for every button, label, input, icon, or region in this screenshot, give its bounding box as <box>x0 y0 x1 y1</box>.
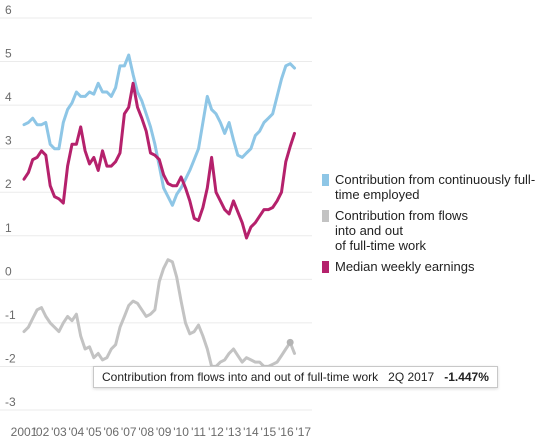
series-line-earnings[interactable] <box>22 81 296 240</box>
legend-swatch-flows <box>322 210 329 222</box>
y-tick-label: 0 <box>5 264 12 278</box>
x-tick-label: '05 <box>86 425 102 439</box>
legend-item-continuous[interactable]: Contribution from continuously full-time… <box>322 172 537 202</box>
y-tick-label: 4 <box>5 90 12 104</box>
x-tick-label: '11 <box>191 425 206 439</box>
y-tick-label: -2 <box>5 351 16 365</box>
y-tick-label: 5 <box>5 47 12 61</box>
x-tick-label: '10 <box>173 425 189 439</box>
y-tick-label: 1 <box>5 221 12 235</box>
x-tick-label: '02 <box>34 425 50 439</box>
x-tick-label: '04 <box>69 425 85 439</box>
legend-label-flows: Contribution from flows into and out of … <box>335 208 468 253</box>
y-tick-label: 6 <box>5 3 12 17</box>
x-axis-ticks: 2001'02'03'04'05'06'07'08'09'10'11'12'13… <box>11 425 312 439</box>
legend-swatch-earnings <box>322 261 329 273</box>
tooltip-series-name: Contribution from flows into and out of … <box>102 370 379 384</box>
x-tick-label: '12 <box>208 425 224 439</box>
tooltip-marker <box>286 338 294 346</box>
x-tick-label: '07 <box>121 425 137 439</box>
gridlines <box>0 17 312 411</box>
x-tick-label: 2001 <box>11 425 38 439</box>
y-tick-label: 3 <box>5 134 12 148</box>
series-line-flows[interactable] <box>22 258 296 368</box>
x-tick-label: '08 <box>138 425 154 439</box>
x-tick-label: '15 <box>261 425 277 439</box>
y-tick-label: 2 <box>5 177 12 191</box>
tooltip-period: 2Q 2017 <box>388 370 435 384</box>
legend: Contribution from continuously full-time… <box>322 172 537 280</box>
legend-label-continuous: Contribution from continuously full-time… <box>335 172 536 202</box>
tooltip-point <box>286 338 294 346</box>
legend-item-earnings[interactable]: Median weekly earnings <box>322 259 537 274</box>
legend-label-earnings: Median weekly earnings <box>335 259 475 274</box>
x-tick-label: '03 <box>51 425 67 439</box>
x-tick-label: '14 <box>243 425 259 439</box>
x-tick-label: '13 <box>226 425 242 439</box>
y-tick-label: -1 <box>5 308 16 322</box>
x-tick-label: '09 <box>156 425 172 439</box>
series-lines <box>22 53 296 368</box>
tooltip: Contribution from flows into and out of … <box>93 366 498 388</box>
y-axis-ticks: 6 5 4 3 2 1 0 -1 -2 -3 <box>5 3 16 409</box>
x-tick-label: '17 <box>295 425 311 439</box>
x-tick-label: '06 <box>103 425 119 439</box>
x-tick-label: '16 <box>278 425 294 439</box>
series-line-continuous[interactable] <box>22 53 296 207</box>
legend-item-flows[interactable]: Contribution from flows into and out of … <box>322 208 537 253</box>
y-tick-label: -3 <box>5 395 16 409</box>
legend-swatch-continuous <box>322 174 329 186</box>
tooltip-value: -1.447% <box>444 370 489 384</box>
